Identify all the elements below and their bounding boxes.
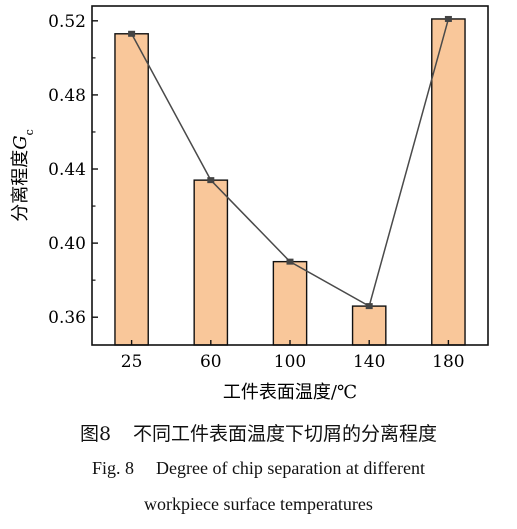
x-tick-label: 60 — [200, 352, 222, 372]
y-tick-label: 0.44 — [48, 160, 86, 180]
caption-english-label: Fig. 8 — [91, 458, 134, 478]
y-tick-label: 0.48 — [48, 86, 86, 106]
caption-english-text-line2: workpiece surface temperatures — [144, 494, 373, 514]
x-tick-label: 180 — [432, 352, 464, 372]
x-tick-label: 25 — [121, 352, 143, 372]
y-axis-label-main: 分离程度 — [10, 150, 31, 222]
x-tick-label: 140 — [353, 352, 385, 372]
y-tick-label: 0.52 — [48, 12, 86, 32]
x-axis-ticks: 25 60 100 140 180 — [121, 340, 465, 372]
caption-english-text-line1: Degree of chip separation at different — [155, 458, 426, 478]
caption-chinese-label: 图8 — [79, 423, 112, 445]
caption-english-line1: Fig. 8 Degree of chip separation at diffe… — [0, 458, 517, 479]
x-axis-label: 工件表面温度/℃ — [223, 382, 357, 403]
point-100 — [286, 258, 294, 265]
point-180 — [444, 15, 452, 22]
bar-60 — [193, 179, 229, 346]
y-tick-label: 0.36 — [48, 308, 86, 328]
x-tick-label: 100 — [274, 352, 306, 372]
point-25 — [128, 30, 136, 37]
caption-english-line2: workpiece surface temperatures — [0, 494, 517, 515]
y-axis-ticks: 0.36 0.40 0.44 0.48 0.52 — [48, 12, 98, 328]
bar-180 — [431, 18, 466, 346]
bars-group — [114, 18, 466, 346]
y-axis-label-var: G — [10, 135, 31, 149]
bar-25 — [114, 33, 149, 346]
bar-100 — [272, 260, 308, 346]
point-60 — [207, 177, 215, 184]
y-axis-label-sub: c — [23, 129, 36, 135]
line-series-group — [128, 15, 452, 310]
caption-chinese-text: 不同工件表面温度下切屑的分离程度 — [133, 423, 438, 445]
y-axis-label: 分离程度Gc — [10, 129, 36, 222]
point-140 — [365, 303, 373, 310]
bar-chart: 0.36 0.40 0.44 0.48 0.52 25 60 100 140 180 工件表面温… — [10, 5, 489, 403]
y-tick-label: 0.40 — [48, 234, 86, 254]
bar-140 — [351, 305, 387, 346]
caption-chinese: 图8 不同工件表面温度下切屑的分离程度 — [0, 419, 517, 446]
